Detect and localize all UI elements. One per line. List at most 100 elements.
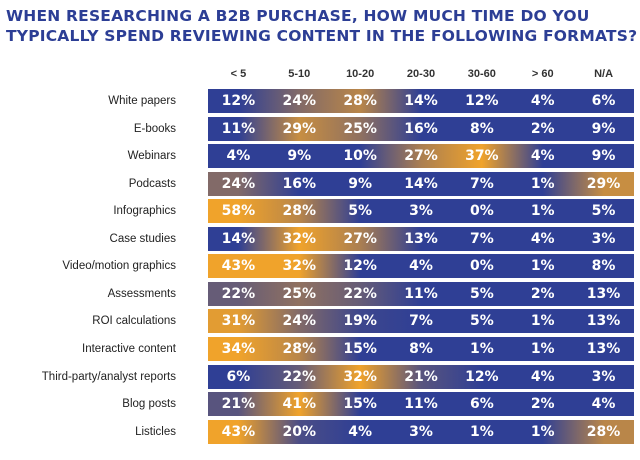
- data-cell: 4%: [591, 396, 616, 412]
- data-cell: 14%: [404, 93, 438, 109]
- column-header: N/A: [594, 68, 614, 80]
- data-cell: 21%: [404, 369, 438, 385]
- data-cell: 12%: [343, 258, 377, 274]
- data-cell: 1%: [530, 176, 555, 192]
- table-row: 14% 32% 27% 13% 7% 4% 3%: [208, 227, 634, 251]
- data-cell: 34%: [221, 341, 256, 357]
- column-header: 30-60: [467, 68, 496, 80]
- data-cell: 9%: [287, 148, 312, 164]
- data-cell: 15%: [343, 396, 377, 412]
- row-label: Assessments: [107, 288, 176, 300]
- data-cell: 29%: [282, 121, 317, 137]
- data-cell: 1%: [530, 313, 555, 329]
- data-cell: 3%: [409, 424, 433, 440]
- data-cell: 32%: [282, 231, 317, 247]
- table-row: 22% 25% 22% 11% 5% 2% 13%: [208, 282, 634, 306]
- row-label: Podcasts: [128, 178, 176, 190]
- table-row: 24% 16% 9% 14% 7% 1% 29%: [208, 172, 634, 196]
- table-row: 34% 28% 15% 8% 1% 1% 13%: [208, 337, 634, 361]
- data-cell: 25%: [282, 286, 317, 302]
- data-cell: 9%: [348, 176, 373, 192]
- row-label: Video/motion graphics: [62, 260, 176, 272]
- data-cell: 22%: [343, 286, 377, 302]
- data-cell: 22%: [221, 286, 256, 302]
- data-cell: 4%: [530, 369, 555, 385]
- data-cell: 7%: [409, 313, 433, 329]
- data-cell: 5%: [469, 313, 494, 329]
- data-cell: 31%: [221, 313, 256, 329]
- row-label: ROI calculations: [92, 315, 176, 327]
- data-cell: 6%: [591, 93, 616, 109]
- data-cell: 1%: [469, 341, 494, 357]
- data-cell: 27%: [404, 148, 438, 164]
- table-row: 43% 20% 4% 3% 1% 1% 28%: [208, 420, 634, 444]
- row-label: E-books: [133, 123, 176, 135]
- data-cell: 12%: [221, 93, 256, 109]
- data-cell: 28%: [282, 203, 317, 219]
- data-cell: 11%: [404, 286, 438, 302]
- row-label: Third-party/analyst reports: [41, 371, 176, 383]
- table-row: 58% 28% 5% 3% 0% 1% 5%: [208, 199, 634, 223]
- data-cell: 29%: [586, 176, 621, 192]
- data-cell: 8%: [469, 121, 494, 137]
- column-header: 10-20: [346, 68, 375, 80]
- data-cell: 32%: [343, 369, 377, 385]
- data-cell: 1%: [469, 424, 494, 440]
- row-label: Case studies: [109, 233, 176, 245]
- data-cell: 12%: [465, 93, 499, 109]
- row-label: White papers: [108, 95, 176, 107]
- data-cell: 2%: [530, 286, 555, 302]
- data-cell: 0%: [469, 258, 494, 274]
- data-cell: 2%: [530, 396, 555, 412]
- data-cell: 11%: [404, 396, 438, 412]
- data-cell: 27%: [343, 231, 377, 247]
- table-row: 43% 32% 12% 4% 0% 1% 8%: [208, 254, 634, 278]
- data-cell: 14%: [404, 176, 438, 192]
- data-cell: 6%: [469, 396, 494, 412]
- data-cell: 1%: [530, 341, 555, 357]
- data-cell: 24%: [221, 176, 256, 192]
- table-row: 6% 22% 32% 21% 12% 4% 3%: [208, 365, 634, 389]
- table-row: 11% 29% 25% 16% 8% 2% 9%: [208, 117, 634, 141]
- data-cell: 13%: [586, 286, 621, 302]
- data-cell: 2%: [530, 121, 555, 137]
- column-header: > 60: [531, 68, 554, 80]
- data-cell: 24%: [282, 313, 317, 329]
- data-cell: 19%: [343, 313, 377, 329]
- row-label: Interactive content: [82, 343, 176, 355]
- data-cell: 7%: [469, 176, 494, 192]
- data-cell: 25%: [343, 121, 377, 137]
- data-cell: 7%: [469, 231, 494, 247]
- data-cell: 13%: [586, 341, 621, 357]
- data-cell: 0%: [469, 203, 494, 219]
- chart-title-line-2: TYPICALLY SPEND REVIEWING CONTENT IN THE…: [6, 27, 638, 45]
- column-header: 20-30: [406, 68, 436, 80]
- data-cell: 13%: [404, 231, 438, 247]
- data-cell: 20%: [282, 424, 317, 440]
- data-cell: 4%: [530, 148, 555, 164]
- data-cell: 8%: [409, 341, 433, 357]
- data-cell: 28%: [586, 424, 621, 440]
- data-cell: 11%: [221, 121, 256, 137]
- data-cell: 1%: [530, 424, 555, 440]
- data-cell: 4%: [409, 258, 433, 274]
- data-cell: 41%: [282, 396, 317, 412]
- data-cell: 14%: [221, 231, 256, 247]
- data-cell: 5%: [591, 203, 616, 219]
- row-label: Webinars: [127, 150, 176, 162]
- chart-title: WHEN RESEARCHING A B2B PURCHASE, HOW MUC…: [6, 6, 638, 46]
- data-cell: 5%: [348, 203, 373, 219]
- table-row: 12% 24% 28% 14% 12% 4% 6%: [208, 89, 634, 113]
- data-cell: 37%: [465, 148, 499, 164]
- data-cell: 3%: [591, 231, 616, 247]
- data-cell: 9%: [591, 121, 616, 137]
- chart-title-line-1: WHEN RESEARCHING A B2B PURCHASE, HOW MUC…: [6, 7, 590, 25]
- data-cell: 9%: [591, 148, 616, 164]
- column-header: 5-10: [288, 68, 311, 80]
- data-cell: 24%: [282, 93, 317, 109]
- table-row: 4% 9% 10% 27% 37% 4% 9%: [208, 144, 634, 168]
- data-cell: 21%: [221, 396, 256, 412]
- data-cell: 43%: [221, 258, 256, 274]
- data-cell: 10%: [343, 148, 377, 164]
- data-cell: 3%: [591, 369, 616, 385]
